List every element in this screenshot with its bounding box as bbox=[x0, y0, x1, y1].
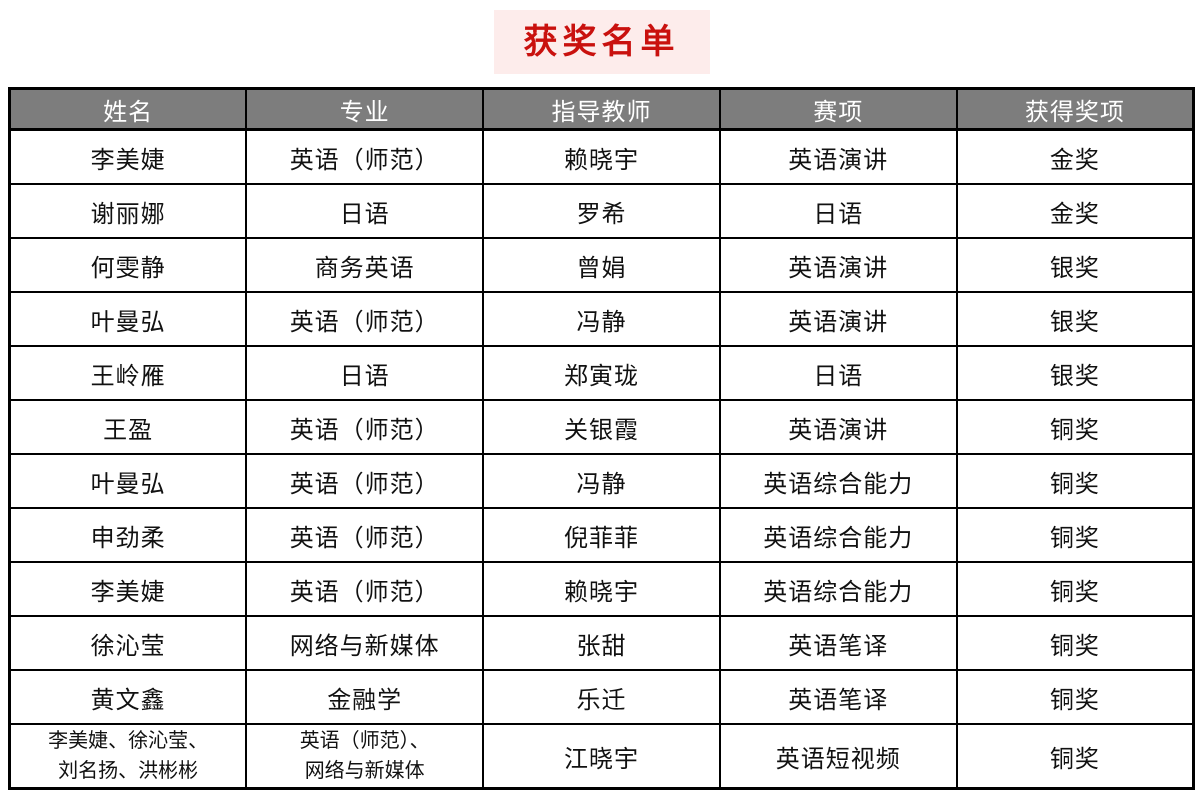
table-cell: 英语（师范） bbox=[245, 453, 485, 509]
column-header-1: 专业 bbox=[245, 87, 485, 131]
table-cell: 李美婕 bbox=[8, 128, 248, 185]
title-block: 获奖名单 bbox=[0, 0, 1203, 77]
table-row: 李美婕 英语（师范） 赖晓宇 英语综合能力 铜奖 bbox=[8, 561, 1195, 617]
table-cell: 英语综合能力 bbox=[718, 453, 958, 509]
table-cell: 日语 bbox=[718, 183, 958, 239]
table-cell: 冯静 bbox=[482, 453, 721, 509]
table-cell: 英语（师范） bbox=[245, 291, 485, 347]
table-cell: 王岭雁 bbox=[8, 345, 248, 401]
column-header-0: 姓名 bbox=[8, 87, 248, 131]
table-cell: 黄文鑫 bbox=[8, 669, 248, 725]
table-cell: 乐迁 bbox=[482, 669, 721, 725]
table-cell: 铜奖 bbox=[955, 723, 1195, 790]
table-cell: 英语（师范） bbox=[245, 561, 485, 617]
table-cell: 英语（师范） bbox=[245, 507, 485, 563]
table-cell: 金奖 bbox=[955, 183, 1195, 239]
table-cell: 张甜 bbox=[482, 615, 721, 671]
column-header-3: 赛项 bbox=[718, 87, 958, 131]
table-row: 徐沁莹 网络与新媒体 张甜 英语笔译 铜奖 bbox=[8, 615, 1195, 671]
awards-table: 姓名 专业 指导教师 赛项 获得奖项 李美婕 英语（师范） 赖晓宇 英语演讲 金奖 谢丽娜 日语 罗希… bbox=[8, 87, 1195, 790]
table-cell: 倪菲菲 bbox=[482, 507, 721, 563]
table-row: 黄文鑫 金融学 乐迁 英语笔译 铜奖 bbox=[8, 669, 1195, 725]
table-row: 王岭雁 日语 郑寅珑 日语 银奖 bbox=[8, 345, 1195, 401]
table-cell: 铜奖 bbox=[955, 507, 1195, 563]
table-cell: 铜奖 bbox=[955, 669, 1195, 725]
table-cell: 关银霞 bbox=[482, 399, 721, 455]
table-cell: 何雯静 bbox=[8, 237, 248, 293]
table-body: 李美婕 英语（师范） 赖晓宇 英语演讲 金奖 谢丽娜 日语 罗希 日语 金奖 何雯静 商务英语 曾娟 英语… bbox=[8, 128, 1195, 790]
table-cell: 王盈 bbox=[8, 399, 248, 455]
table-row: 叶曼弘 英语（师范） 冯静 英语演讲 银奖 bbox=[8, 291, 1195, 347]
table-cell: 英语（师范）、 网络与新媒体 bbox=[245, 723, 485, 790]
table-cell: 英语笔译 bbox=[718, 615, 958, 671]
table-cell: 赖晓宇 bbox=[482, 561, 721, 617]
table-cell: 英语（师范） bbox=[245, 128, 485, 185]
table-cell: 英语演讲 bbox=[718, 128, 958, 185]
table-row: 王盈 英语（师范） 关银霞 英语演讲 铜奖 bbox=[8, 399, 1195, 455]
table-cell: 英语演讲 bbox=[718, 291, 958, 347]
table-cell: 郑寅珑 bbox=[482, 345, 721, 401]
table-cell: 银奖 bbox=[955, 237, 1195, 293]
table-cell: 铜奖 bbox=[955, 615, 1195, 671]
table-cell: 英语演讲 bbox=[718, 237, 958, 293]
table-row: 申劲柔 英语（师范） 倪菲菲 英语综合能力 铜奖 bbox=[8, 507, 1195, 563]
table-cell: 申劲柔 bbox=[8, 507, 248, 563]
table-cell: 谢丽娜 bbox=[8, 183, 248, 239]
table-cell: 银奖 bbox=[955, 291, 1195, 347]
table-cell: 英语演讲 bbox=[718, 399, 958, 455]
table-cell: 李美婕 bbox=[8, 561, 248, 617]
table-cell: 赖晓宇 bbox=[482, 128, 721, 185]
table-cell: 英语笔译 bbox=[718, 669, 958, 725]
table-cell: 曾娟 bbox=[482, 237, 721, 293]
table-cell: 叶曼弘 bbox=[8, 453, 248, 509]
table-cell: 英语（师范） bbox=[245, 399, 485, 455]
table-cell: 英语综合能力 bbox=[718, 561, 958, 617]
table-row: 李美婕 英语（师范） 赖晓宇 英语演讲 金奖 bbox=[8, 128, 1195, 185]
table-cell: 网络与新媒体 bbox=[245, 615, 485, 671]
table-cell: 冯静 bbox=[482, 291, 721, 347]
column-header-2: 指导教师 bbox=[482, 87, 721, 131]
table-cell: 商务英语 bbox=[245, 237, 485, 293]
table-row: 李美婕、徐沁莹、 刘名扬、洪彬彬 英语（师范）、 网络与新媒体 江晓宇 英语短视频 铜奖 bbox=[8, 723, 1195, 790]
table-cell: 英语短视频 bbox=[718, 723, 958, 790]
table-cell: 日语 bbox=[718, 345, 958, 401]
table-cell: 江晓宇 bbox=[482, 723, 721, 790]
table-row: 叶曼弘 英语（师范） 冯静 英语综合能力 铜奖 bbox=[8, 453, 1195, 509]
table-cell: 铜奖 bbox=[955, 399, 1195, 455]
table-cell: 叶曼弘 bbox=[8, 291, 248, 347]
column-header-4: 获得奖项 bbox=[955, 87, 1195, 131]
table-cell: 罗希 bbox=[482, 183, 721, 239]
table-cell: 徐沁莹 bbox=[8, 615, 248, 671]
table-cell: 李美婕、徐沁莹、 刘名扬、洪彬彬 bbox=[8, 723, 248, 790]
table-row: 何雯静 商务英语 曾娟 英语演讲 银奖 bbox=[8, 237, 1195, 293]
table-cell: 金融学 bbox=[245, 669, 485, 725]
table-cell: 日语 bbox=[245, 345, 485, 401]
table-header-row: 姓名 专业 指导教师 赛项 获得奖项 bbox=[8, 87, 1195, 131]
table-cell: 银奖 bbox=[955, 345, 1195, 401]
table-row: 谢丽娜 日语 罗希 日语 金奖 bbox=[8, 183, 1195, 239]
table-cell: 金奖 bbox=[955, 128, 1195, 185]
table-cell: 铜奖 bbox=[955, 561, 1195, 617]
table-cell: 英语综合能力 bbox=[718, 507, 958, 563]
page-title: 获奖名单 bbox=[493, 10, 710, 74]
table-cell: 铜奖 bbox=[955, 453, 1195, 509]
table-cell: 日语 bbox=[245, 183, 485, 239]
table-head: 姓名 专业 指导教师 赛项 获得奖项 bbox=[8, 87, 1195, 131]
